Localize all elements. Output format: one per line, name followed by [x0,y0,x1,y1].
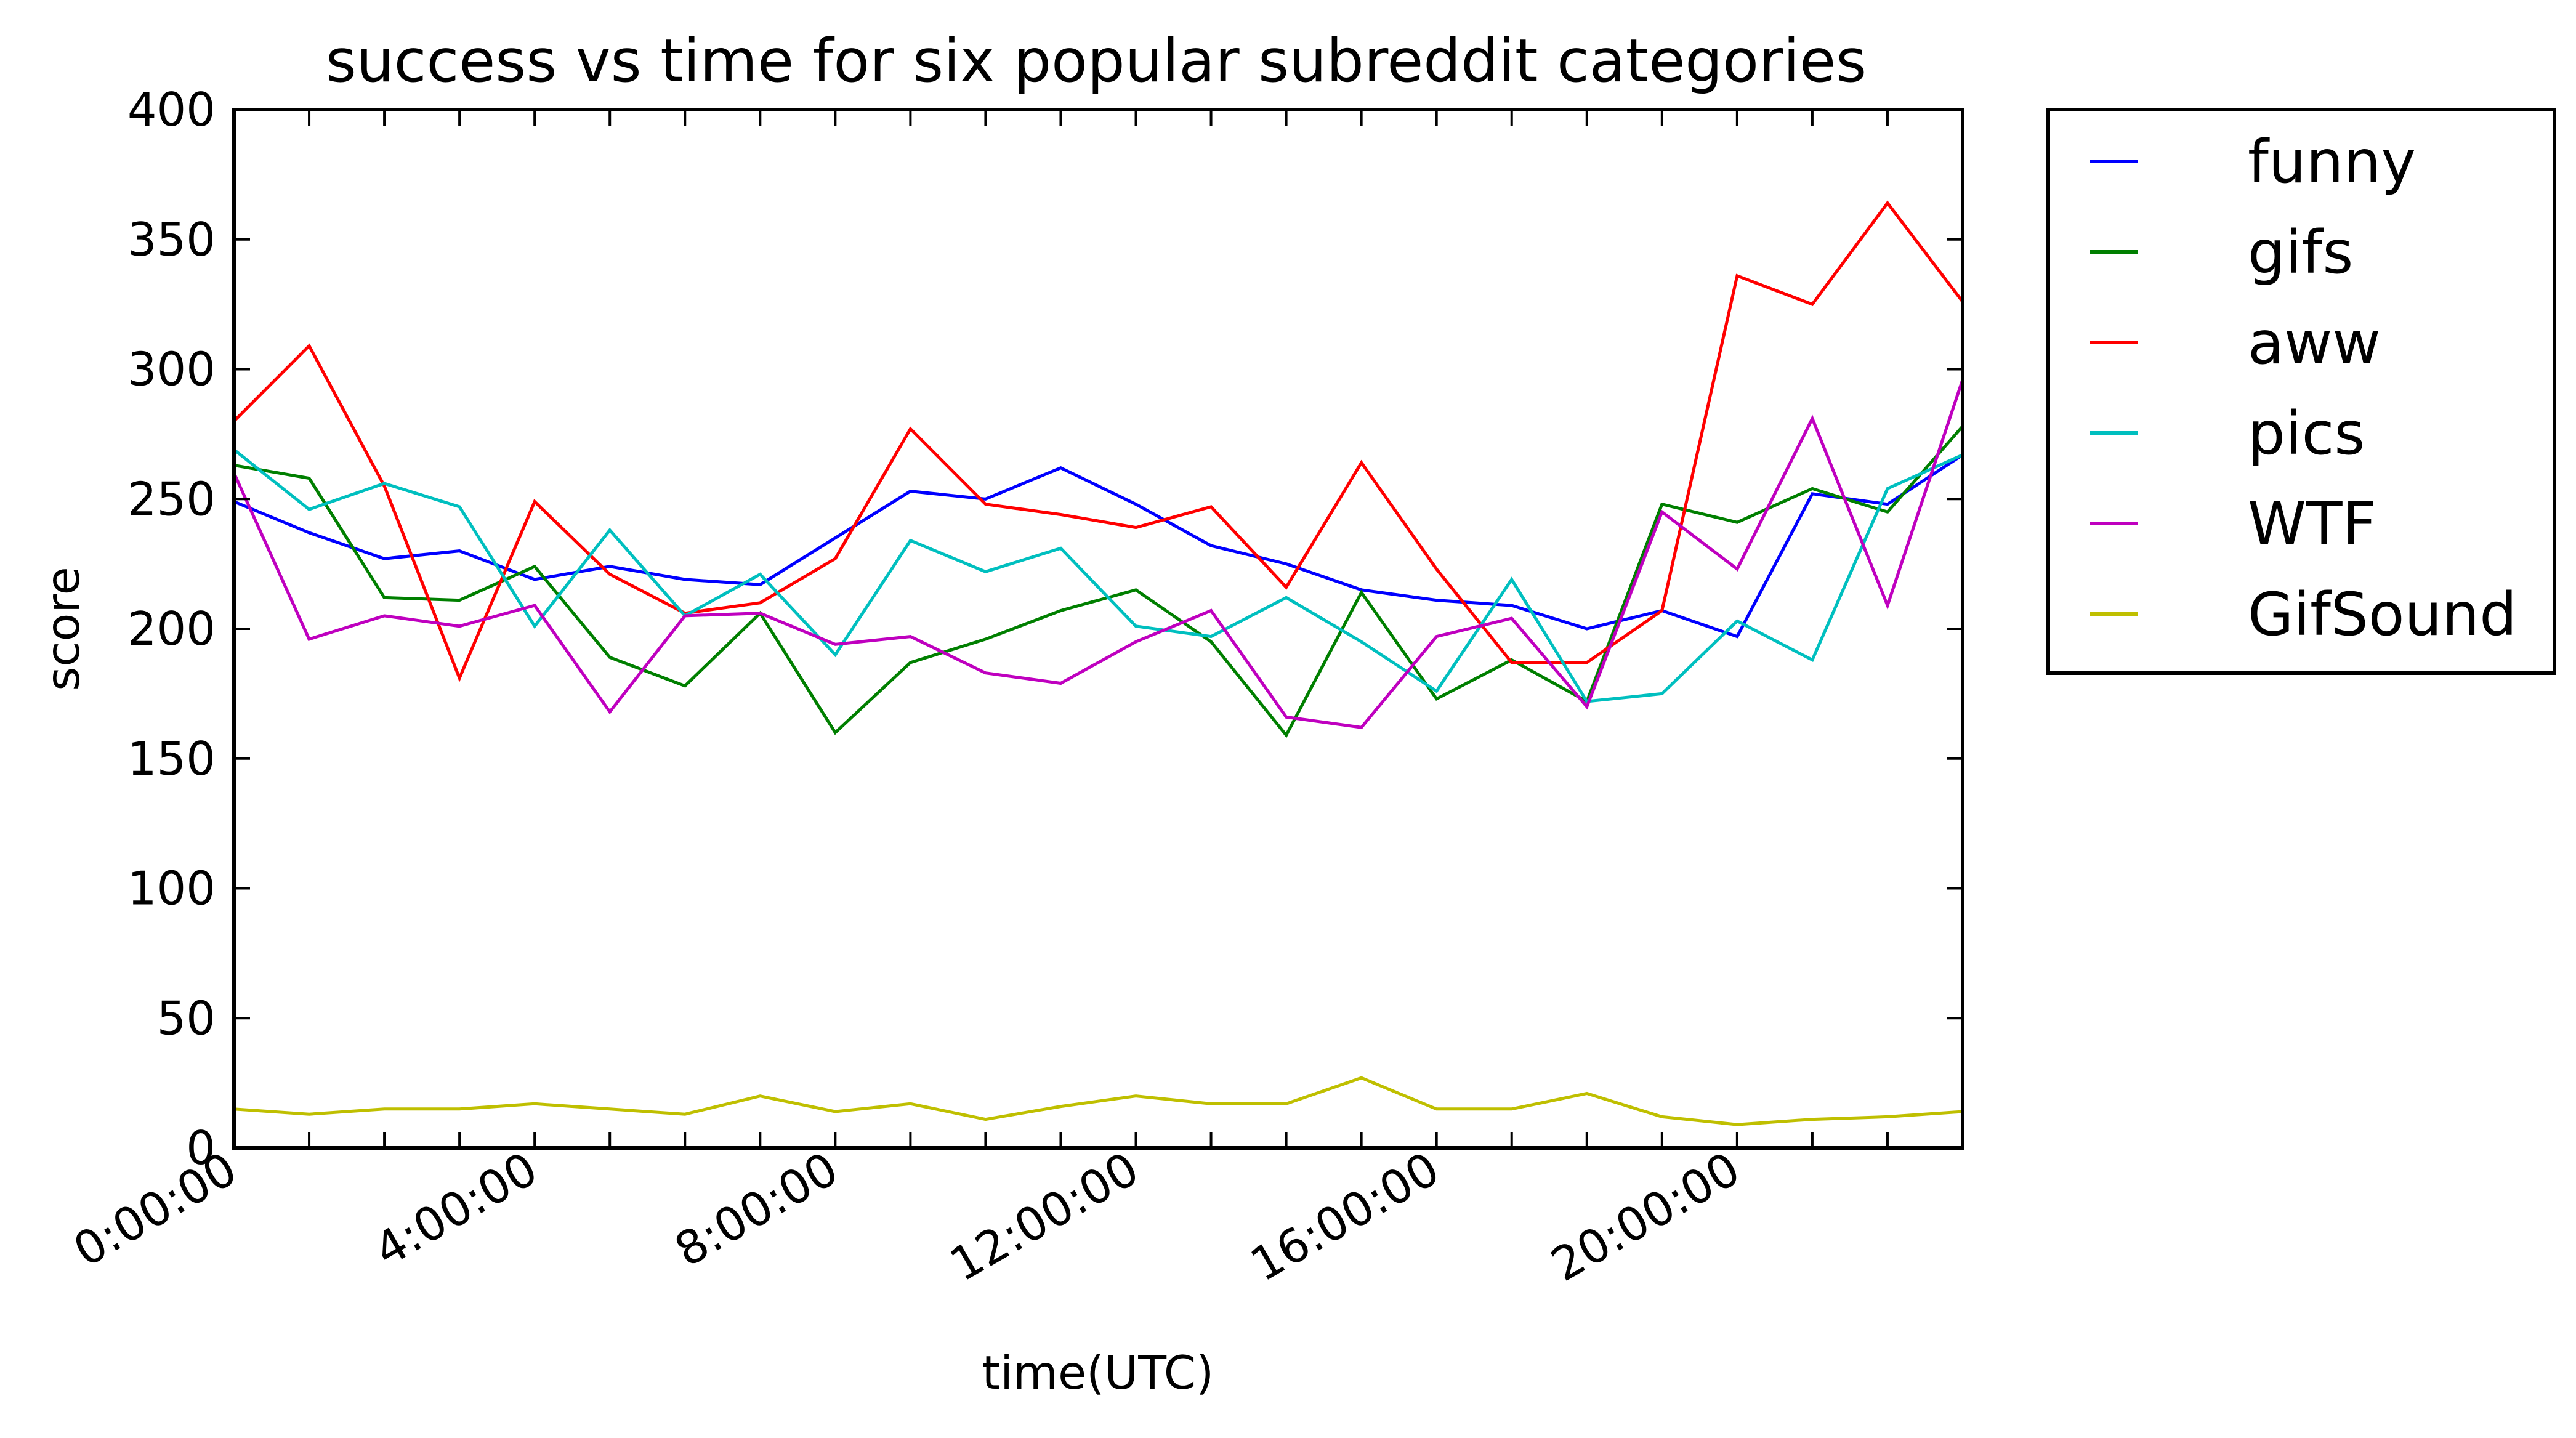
y-tick-label: 150 [127,732,216,786]
series-layer [232,200,1964,1126]
series-line-pics [233,448,1964,703]
series-line-aww [233,200,1964,682]
series-line-wtf [232,379,1964,729]
y-tick-label: 200 [127,602,216,656]
series-line-funny [233,453,1964,639]
series-line-gifs [233,425,1964,738]
legend-label-pics: pics [2248,399,2365,468]
y-tick-label: 350 [127,212,216,267]
y-axis-label: score [36,567,90,691]
legend-label-funny: funny [2248,127,2416,196]
legend-label-aww: aww [2248,309,2381,378]
series-line-gifsound [233,1076,1963,1126]
y-tick-label: 250 [127,472,216,526]
y-tick-label: 50 [157,991,216,1045]
y-tick-label: 400 [127,83,216,137]
y-tick-label: 300 [127,342,216,397]
legend-items: funny gifs aww pics WTF GifSound [2090,127,2517,649]
chart-title: success vs time for six popular subreddi… [326,26,1867,95]
legend-frame [2046,108,2556,675]
y-tick-label: 100 [127,862,216,916]
legend: funny gifs aww pics WTF GifSound [2046,108,2556,675]
x-axis-label: time(UTC) [982,1346,1214,1400]
legend-label-gifsound: GifSound [2248,580,2517,649]
legend-label-wtf: WTF [2248,490,2376,559]
y-tick-label: 0 [186,1121,216,1175]
legend-label-gifs: gifs [2248,218,2353,287]
